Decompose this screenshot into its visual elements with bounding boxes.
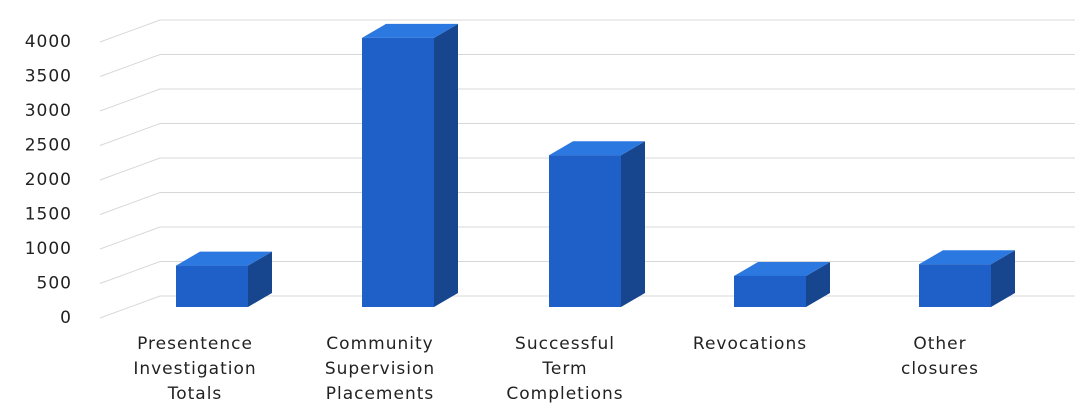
y-tick-label: 0 <box>60 308 72 328</box>
bar <box>734 275 806 307</box>
y-tick-label: 1500 <box>25 205 72 225</box>
grid-line <box>99 19 1075 43</box>
bar-side <box>434 23 458 308</box>
y-tick-label: 2500 <box>25 136 72 156</box>
bar <box>362 37 434 308</box>
grid-line <box>99 54 1075 77</box>
bar-top <box>549 141 645 156</box>
grid-line <box>99 157 1075 181</box>
bar-side <box>621 141 645 307</box>
grid-line <box>99 88 1075 112</box>
bar <box>919 264 991 307</box>
grid-line <box>99 261 1075 284</box>
bar-top <box>734 261 830 276</box>
x-tick-label: Other closures <box>900 334 980 379</box>
bar-side <box>806 261 830 307</box>
y-tick-label: 1000 <box>25 239 72 259</box>
x-tick-label: Presentence Investigation Totals <box>133 334 257 404</box>
x-tick-label: Successful Term Completions <box>506 334 624 404</box>
y-tick-label: 2000 <box>25 170 72 190</box>
grid-line <box>99 192 1075 215</box>
bar-top <box>176 251 272 266</box>
y-tick-label: 3500 <box>25 67 72 87</box>
x-tick-label: Revocations <box>692 334 808 354</box>
bar-top <box>919 250 1015 265</box>
y-tick-label: 3000 <box>25 101 72 121</box>
bar-side <box>991 250 1015 307</box>
bar-top <box>362 23 458 38</box>
bar <box>549 155 621 307</box>
y-tick-label: 4000 <box>25 32 72 52</box>
grid-line <box>99 123 1075 146</box>
bar <box>176 265 248 307</box>
bar-side <box>248 251 272 307</box>
grid-line <box>99 226 1075 250</box>
x-tick-label: Community Supervision Placements <box>324 334 436 404</box>
y-tick-label: 500 <box>37 274 72 294</box>
